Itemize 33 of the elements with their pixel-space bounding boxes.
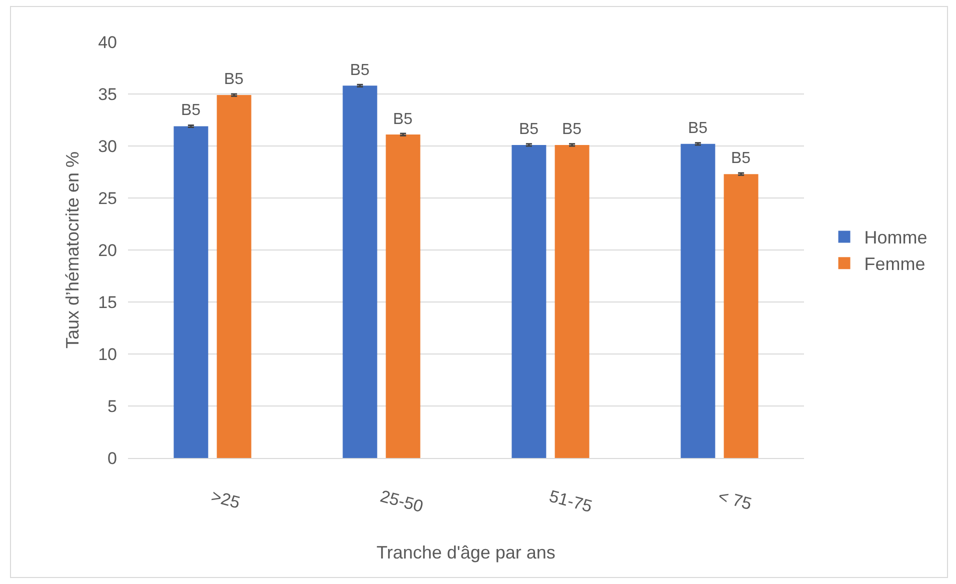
annotation: B5	[224, 71, 244, 88]
y-tick-label: 30	[98, 136, 117, 156]
legend-label: Femme	[864, 254, 926, 274]
y-tick-label: 40	[98, 32, 117, 52]
y-tick-label: 20	[98, 240, 117, 260]
x-tick-label: 51-75	[547, 486, 594, 516]
annotation: B5	[393, 111, 413, 128]
y-tick-label: 15	[98, 292, 117, 312]
bar	[174, 126, 208, 458]
annotation: B5	[562, 121, 582, 138]
y-tick-label: 0	[108, 448, 117, 468]
y-tick-label: 5	[108, 396, 117, 416]
annotation: B5	[181, 102, 201, 119]
bar	[554, 144, 590, 458]
y-tick-label: 25	[98, 188, 117, 208]
bar	[216, 95, 252, 458]
bar	[386, 134, 420, 458]
y-tick-label: 10	[98, 344, 117, 364]
bar	[724, 174, 758, 458]
annotation: B5	[519, 121, 539, 138]
annotation: B5	[731, 150, 751, 167]
x-axis-title: Tranche d'âge par ans	[376, 542, 556, 562]
y-axis-title: Taux d’hématocrite en %	[62, 151, 82, 349]
x-tick-label: 25-50	[378, 486, 426, 516]
bar	[342, 86, 378, 458]
x-tick-label: >25	[209, 486, 242, 512]
bar	[680, 144, 716, 458]
legend-label: Homme	[864, 228, 928, 248]
annotation: B5	[350, 62, 370, 79]
annotation: B5	[688, 120, 708, 137]
x-tick-label: < 75	[716, 486, 754, 514]
y-tick-label: 35	[98, 84, 117, 104]
bar	[512, 144, 546, 458]
